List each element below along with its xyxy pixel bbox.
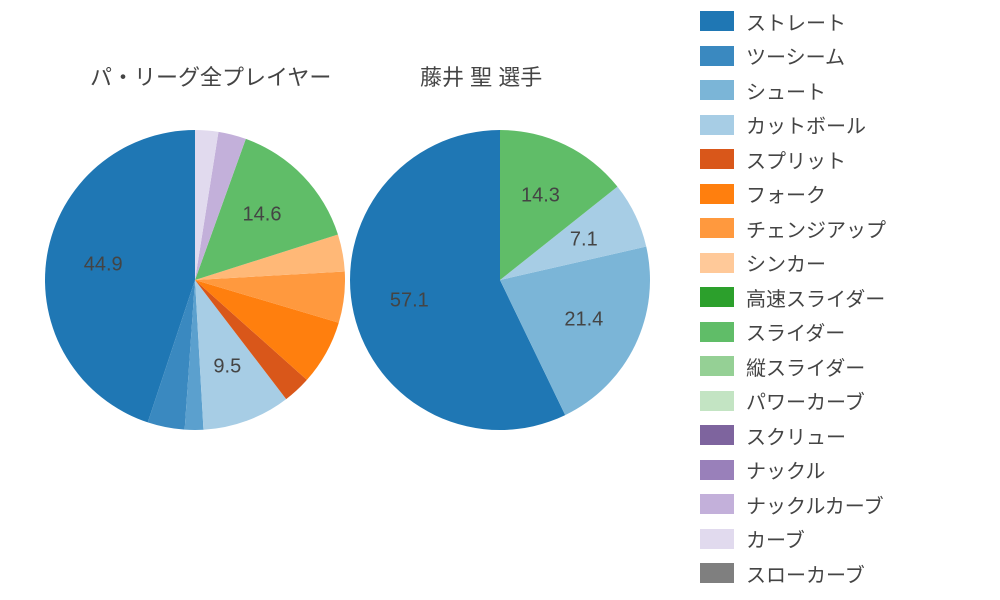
legend-swatch — [700, 563, 734, 583]
legend-item: 縦スライダー — [700, 349, 990, 384]
slice-label: 44.9 — [84, 254, 123, 277]
legend-item: チェンジアップ — [700, 211, 990, 246]
legend-label: チェンジアップ — [746, 214, 886, 243]
chart-title: 藤井 聖 選手 — [420, 60, 542, 92]
legend-swatch — [700, 425, 734, 445]
legend-label: パワーカーブ — [746, 386, 865, 415]
legend-label: ツーシーム — [746, 41, 845, 70]
legend-swatch — [700, 218, 734, 238]
legend-swatch — [700, 460, 734, 480]
legend-label: スライダー — [746, 317, 845, 346]
slice-label: 21.4 — [564, 309, 603, 332]
legend-label: カーブ — [746, 524, 805, 553]
legend-item: スライダー — [700, 315, 990, 350]
legend-label: シンカー — [746, 248, 826, 277]
legend-swatch — [700, 287, 734, 307]
legend-swatch — [700, 494, 734, 514]
legend-swatch — [700, 11, 734, 31]
legend-label: ストレート — [746, 7, 846, 36]
slice-label: 7.1 — [570, 228, 598, 251]
legend-item: スローカーブ — [700, 556, 990, 591]
chart-stage: パ・リーグ全プレイヤー 44.9 9.5 14.6 藤井 聖 選手 57.1 21.4 7.1… — [0, 0, 1000, 600]
legend-item: スクリュー — [700, 418, 990, 453]
legend-swatch — [700, 322, 734, 342]
legend-swatch — [700, 149, 734, 169]
legend-item: ツーシーム — [700, 39, 990, 74]
slice-label: 14.6 — [243, 204, 282, 227]
legend-item: カットボール — [700, 108, 990, 143]
legend-item: シンカー — [700, 246, 990, 281]
slice-label: 9.5 — [213, 356, 241, 379]
legend-label: スクリュー — [746, 421, 846, 450]
legend-item: シュート — [700, 73, 990, 108]
legend-label: 高速スライダー — [746, 283, 885, 312]
legend-item: ナックル — [700, 453, 990, 488]
legend-swatch — [700, 253, 734, 273]
legend-swatch — [700, 356, 734, 376]
legend: ストレートツーシームシュートカットボールスプリットフォークチェンジアップシンカー… — [700, 4, 990, 591]
legend-label: スローカーブ — [746, 559, 865, 588]
slice-label: 14.3 — [521, 185, 560, 208]
chart-title: パ・リーグ全プレイヤー — [90, 60, 331, 92]
legend-item: カーブ — [700, 522, 990, 557]
legend-item: ストレート — [700, 4, 990, 39]
legend-label: カットボール — [746, 110, 866, 139]
legend-swatch — [700, 115, 734, 135]
legend-swatch — [700, 391, 734, 411]
legend-label: ナックル — [746, 455, 825, 484]
legend-item: スプリット — [700, 142, 990, 177]
legend-swatch — [700, 529, 734, 549]
legend-label: 縦スライダー — [746, 352, 865, 381]
legend-item: パワーカーブ — [700, 384, 990, 419]
slice-label: 57.1 — [390, 289, 429, 312]
legend-swatch — [700, 80, 734, 100]
pie-chart — [350, 130, 650, 430]
legend-label: ナックルカーブ — [746, 490, 884, 519]
legend-item: フォーク — [700, 177, 990, 212]
legend-label: シュート — [746, 76, 826, 105]
legend-item: 高速スライダー — [700, 280, 990, 315]
legend-swatch — [700, 46, 734, 66]
legend-item: ナックルカーブ — [700, 487, 990, 522]
legend-label: フォーク — [746, 179, 826, 208]
pie-chart — [45, 130, 345, 430]
legend-label: スプリット — [746, 145, 846, 174]
legend-swatch — [700, 184, 734, 204]
